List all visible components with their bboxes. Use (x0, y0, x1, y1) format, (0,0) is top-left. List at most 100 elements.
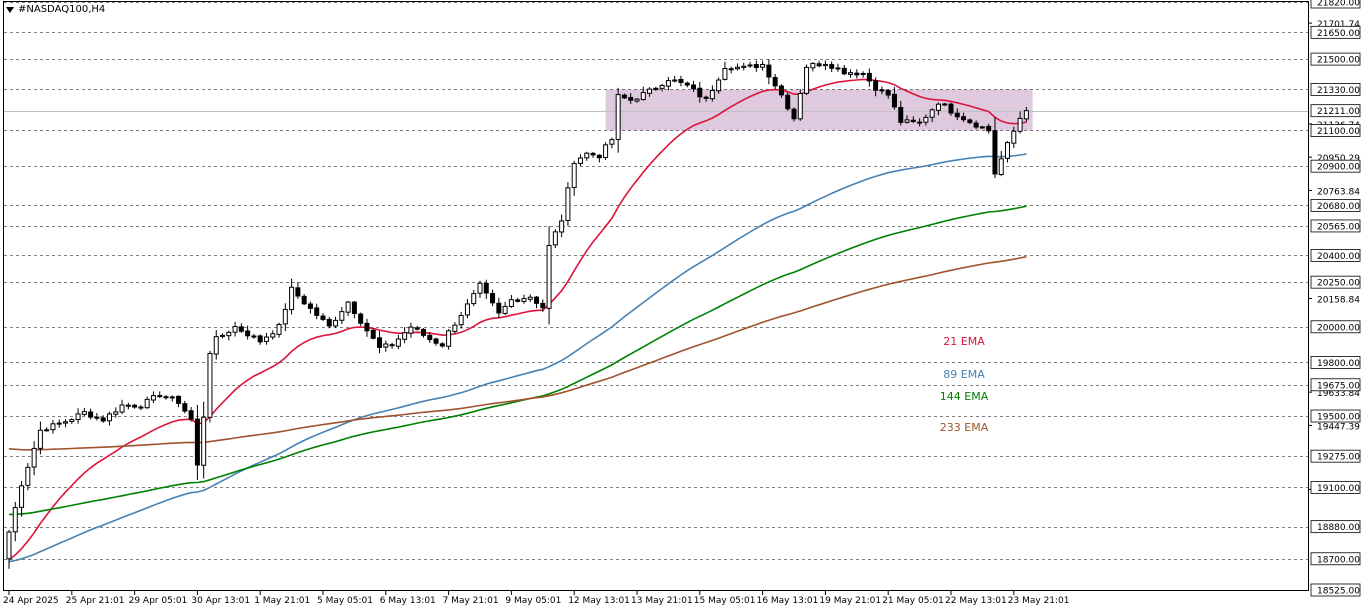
candle[interactable] (483, 279, 489, 299)
candle[interactable] (829, 61, 835, 73)
candle[interactable] (703, 95, 709, 102)
symbol-title[interactable]: #NASDAQ100,H4 (6, 4, 105, 15)
candle[interactable] (307, 301, 313, 314)
candle[interactable] (220, 333, 226, 339)
candle[interactable] (364, 318, 370, 337)
candle[interactable] (615, 87, 621, 153)
candle[interactable] (986, 123, 992, 134)
candle[interactable] (389, 342, 395, 349)
candle[interactable] (835, 63, 841, 72)
candle[interactable] (552, 229, 558, 248)
candle[interactable] (144, 396, 150, 409)
candle[interactable] (885, 89, 891, 99)
candle[interactable] (100, 415, 106, 423)
candle[interactable] (910, 116, 916, 124)
candle[interactable] (88, 408, 94, 420)
candle[interactable] (653, 86, 659, 91)
chevron-down-icon[interactable] (6, 6, 14, 13)
candle[interactable] (816, 60, 822, 68)
candle[interactable] (734, 63, 740, 71)
candle[interactable] (747, 62, 753, 68)
candle[interactable] (496, 297, 502, 318)
candle[interactable] (841, 65, 847, 76)
candle[interactable] (584, 151, 590, 161)
candle[interactable] (722, 61, 728, 81)
candle[interactable] (402, 327, 408, 344)
candle[interactable] (1011, 126, 1017, 149)
candle[interactable] (502, 301, 508, 315)
candle[interactable] (590, 152, 596, 158)
candle[interactable] (56, 419, 62, 428)
candle[interactable] (31, 441, 37, 476)
candle[interactable] (534, 295, 540, 309)
candle[interactable] (358, 312, 364, 327)
candle[interactable] (207, 350, 213, 423)
candle[interactable] (314, 303, 320, 320)
candle[interactable] (439, 342, 445, 348)
candle[interactable] (420, 328, 426, 338)
candle[interactable] (979, 125, 985, 129)
candle[interactable] (113, 407, 119, 418)
candle[interactable] (458, 311, 464, 329)
candle[interactable] (446, 328, 452, 350)
candle[interactable] (923, 114, 929, 126)
candle[interactable] (954, 108, 960, 121)
candle[interactable] (351, 301, 357, 319)
candle[interactable] (672, 75, 678, 83)
candle[interactable] (238, 323, 244, 333)
candle[interactable] (822, 60, 828, 71)
candle[interactable] (169, 395, 175, 402)
candle[interactable] (301, 294, 307, 306)
candle[interactable] (257, 334, 263, 345)
candle[interactable] (866, 68, 872, 87)
candle[interactable] (232, 321, 238, 337)
candle[interactable] (691, 80, 697, 93)
candle[interactable] (961, 112, 967, 123)
candle[interactable] (433, 337, 439, 346)
candle[interactable] (665, 76, 671, 91)
candle[interactable] (50, 420, 56, 434)
candle[interactable] (163, 394, 169, 400)
candle[interactable] (6, 529, 12, 569)
candle[interactable] (929, 108, 935, 122)
candle[interactable] (540, 299, 546, 313)
candle[interactable] (194, 405, 200, 481)
candle[interactable] (804, 64, 810, 96)
candle[interactable] (69, 418, 75, 424)
candle[interactable] (628, 93, 634, 104)
candle[interactable] (898, 101, 904, 126)
range-zone[interactable] (605, 89, 1033, 131)
candle[interactable] (245, 325, 251, 340)
candle[interactable] (270, 330, 276, 340)
candle[interactable] (263, 332, 269, 345)
candle[interactable] (1017, 111, 1023, 134)
candle[interactable] (383, 340, 389, 352)
candle[interactable] (182, 400, 188, 414)
candle[interactable] (12, 501, 18, 542)
candle[interactable] (320, 313, 326, 322)
candle[interactable] (785, 92, 791, 111)
candle[interactable] (716, 77, 722, 94)
candle[interactable] (791, 107, 797, 122)
candle[interactable] (471, 289, 477, 307)
candle[interactable] (772, 73, 778, 90)
candle[interactable] (596, 154, 602, 163)
candle[interactable] (873, 77, 879, 97)
candle[interactable] (289, 278, 295, 315)
candle[interactable] (251, 333, 257, 339)
candle[interactable] (559, 214, 565, 238)
candle[interactable] (477, 280, 483, 298)
candle[interactable] (370, 328, 376, 340)
candle[interactable] (797, 89, 803, 121)
candle[interactable] (741, 62, 747, 71)
candle[interactable] (515, 297, 521, 303)
candle[interactable] (326, 316, 332, 329)
candle[interactable] (25, 463, 31, 491)
candle[interactable] (967, 118, 973, 125)
candle[interactable] (201, 401, 207, 479)
candle[interactable] (778, 84, 784, 98)
candle[interactable] (917, 118, 923, 127)
candle[interactable] (697, 82, 703, 103)
candle[interactable] (728, 66, 734, 74)
